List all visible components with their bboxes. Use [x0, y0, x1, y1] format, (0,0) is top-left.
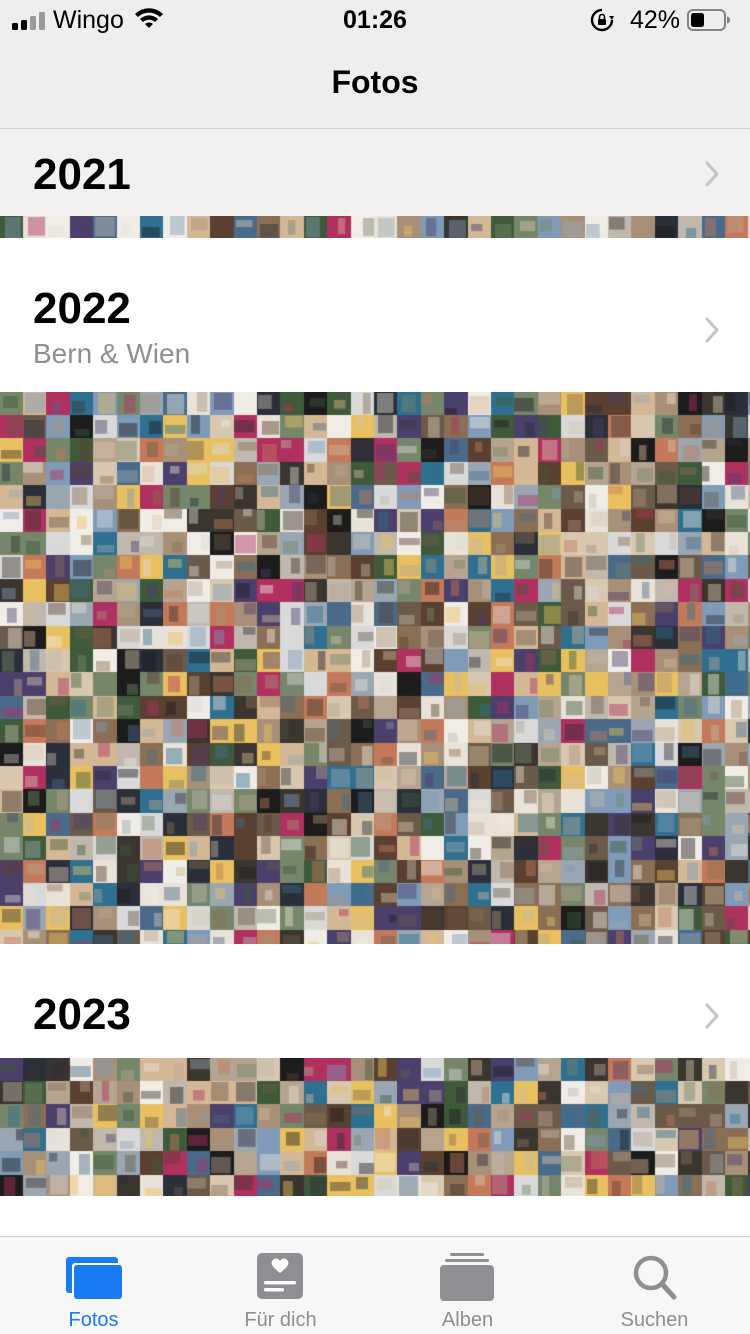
year-title: 2022: [33, 284, 131, 333]
tab-fotos[interactable]: Fotos: [0, 1237, 187, 1334]
search-icon: [633, 1255, 677, 1300]
photos-icon: [66, 1257, 122, 1299]
chevron-right-icon: [705, 161, 719, 187]
photo-mosaic: [0, 1058, 750, 1196]
rotation-lock-icon: [590, 8, 614, 32]
year-header: 2022 Bern & Wien: [0, 238, 750, 392]
top-bar: Wingo 01:26 42% Fotos: [0, 0, 750, 129]
year-title: 2021: [33, 150, 131, 199]
tab-suchen[interactable]: Suchen: [561, 1237, 748, 1334]
tab-label: Fotos: [68, 1309, 119, 1331]
year-card-2023[interactable]: 2023: [0, 944, 750, 1196]
year-subtitle: Bern & Wien: [33, 338, 191, 369]
tab-label: Für dich: [244, 1309, 317, 1331]
year-header: 2023: [0, 944, 750, 1058]
year-card-2022[interactable]: 2022 Bern & Wien: [0, 238, 750, 944]
tab-fuer-dich[interactable]: Für dich: [187, 1237, 374, 1334]
status-bar: Wingo 01:26 42%: [0, 0, 750, 40]
status-time: 01:26: [343, 6, 407, 34]
year-card-2021[interactable]: 2021: [0, 128, 750, 238]
chevron-right-icon: [705, 1003, 719, 1029]
tab-label: Alben: [441, 1309, 494, 1331]
year-title: 2023: [33, 990, 131, 1039]
photo-mosaic: [0, 216, 750, 238]
tab-alben[interactable]: Alben: [374, 1237, 561, 1334]
photo-mosaic: [0, 392, 750, 944]
carrier-name: Wingo: [53, 6, 124, 34]
tab-bar: Fotos Für dich Alben Suchen: [0, 1236, 750, 1334]
for-you-icon: [257, 1253, 303, 1299]
tab-label: Suchen: [620, 1309, 689, 1331]
battery-percent: 42%: [630, 6, 681, 34]
battery-icon: [687, 9, 730, 31]
year-header: 2021: [0, 128, 750, 216]
cellular-signal-icon: [12, 12, 46, 30]
albums-icon: [440, 1253, 494, 1301]
chevron-right-icon: [705, 317, 719, 343]
wifi-icon: [135, 8, 163, 28]
page-title: Fotos: [331, 64, 419, 100]
